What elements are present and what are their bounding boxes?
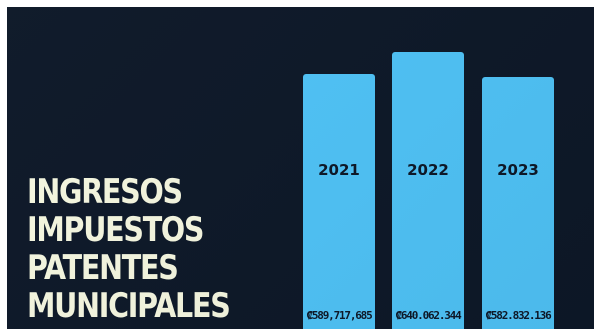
- title-line-3: PATENTES: [27, 248, 179, 288]
- title-line-2: IMPUESTOS: [27, 210, 205, 250]
- bar-2023: [482, 77, 554, 329]
- value-label-2021: ₡589,717,685: [306, 309, 372, 322]
- title-line-1: INGRESOS: [27, 172, 183, 212]
- infographic-canvas: INGRESOS IMPUESTOS PATENTES MUNICIPALES …: [7, 7, 594, 329]
- year-label-2022: 2022: [407, 161, 449, 179]
- bar-2022: [392, 52, 464, 329]
- title-line-4: MUNICIPALES: [27, 286, 231, 326]
- year-label-2023: 2023: [497, 161, 539, 179]
- value-label-2023: ₡582.832.136: [485, 309, 551, 322]
- page-title: INGRESOS IMPUESTOS PATENTES MUNICIPALES: [27, 172, 231, 326]
- value-label-2022: ₡640.062.344: [395, 309, 461, 322]
- bar-2021: [303, 73, 375, 329]
- year-label-2021: 2021: [318, 161, 360, 179]
